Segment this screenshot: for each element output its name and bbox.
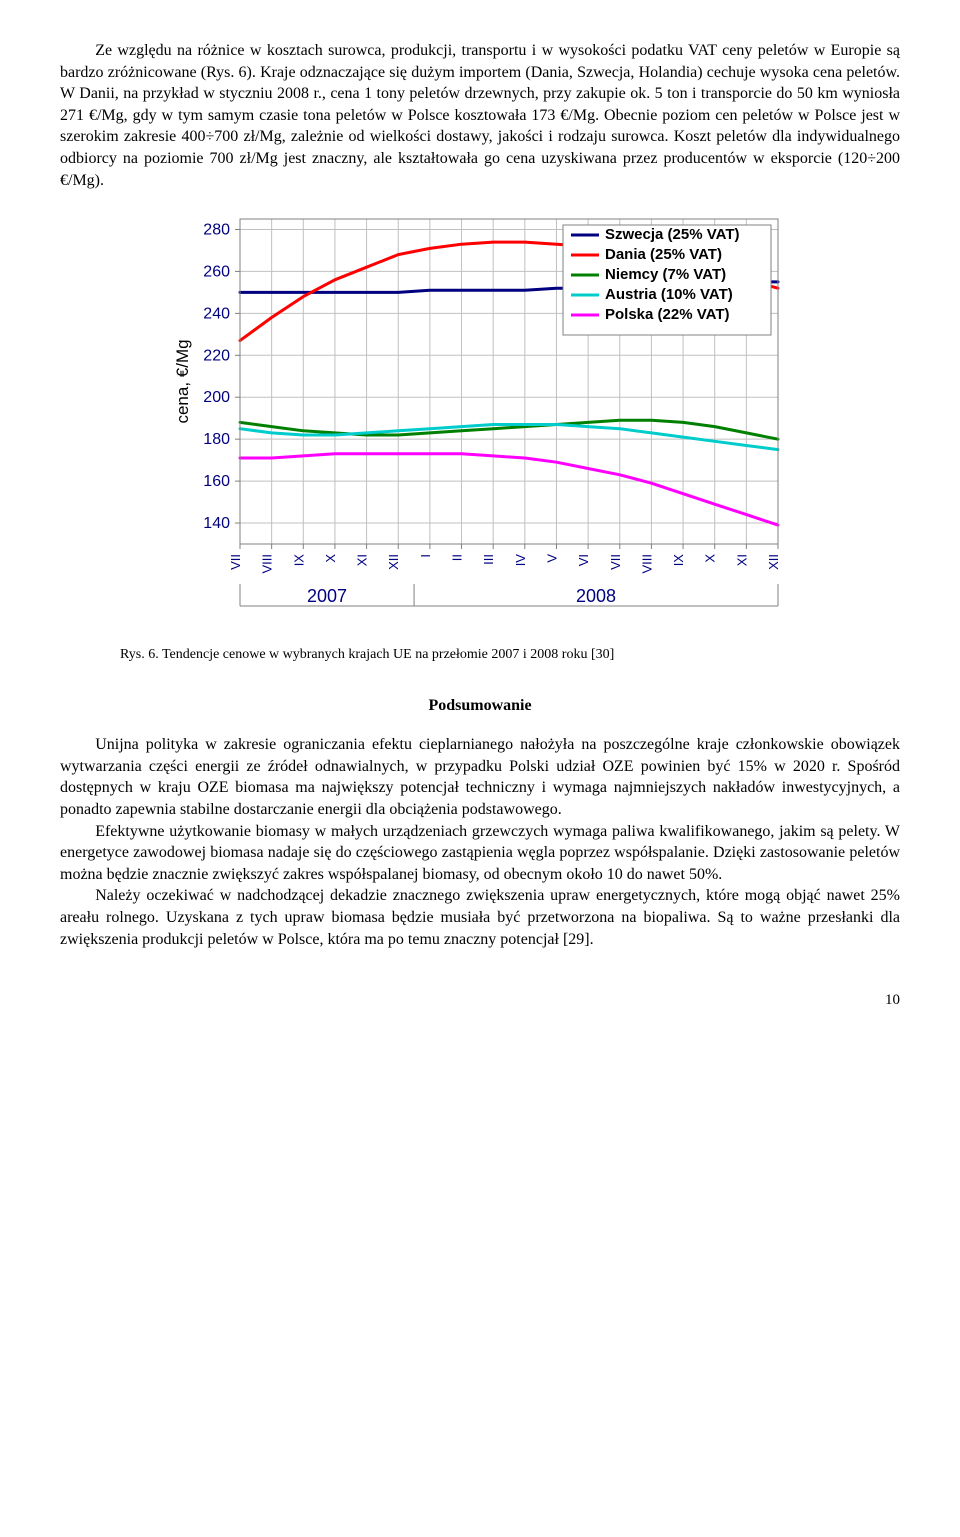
svg-text:IX: IX (291, 554, 306, 567)
svg-text:Dania (25% VAT): Dania (25% VAT) (605, 246, 722, 263)
svg-text:cena, €/Mg: cena, €/Mg (173, 340, 192, 424)
svg-text:IV: IV (513, 554, 528, 567)
svg-text:Polska (22% VAT): Polska (22% VAT) (605, 306, 729, 323)
summary-paragraph-1: Unijna polityka w zakresie ograniczania … (60, 734, 900, 820)
svg-text:2008: 2008 (576, 586, 616, 606)
svg-text:XII: XII (386, 554, 401, 570)
svg-text:VIII: VIII (639, 554, 654, 574)
svg-text:2007: 2007 (307, 586, 347, 606)
svg-text:XII: XII (766, 554, 781, 570)
section-heading-summary: Podsumowanie (60, 695, 900, 717)
svg-text:280: 280 (203, 222, 230, 239)
svg-text:IX: IX (671, 554, 686, 567)
svg-text:V: V (544, 554, 559, 563)
svg-text:Niemcy (7% VAT): Niemcy (7% VAT) (605, 266, 726, 283)
svg-text:VIII: VIII (260, 554, 275, 574)
svg-text:VI: VI (576, 554, 591, 566)
svg-text:180: 180 (203, 431, 230, 448)
svg-text:XI: XI (355, 554, 370, 566)
svg-text:VII: VII (608, 554, 623, 570)
svg-text:160: 160 (203, 473, 230, 490)
intro-paragraph: Ze względu na różnice w kosztach surowca… (60, 40, 900, 191)
svg-text:II: II (450, 554, 465, 561)
svg-text:X: X (703, 554, 718, 563)
svg-text:Austria (10% VAT): Austria (10% VAT) (605, 286, 733, 303)
price-trend-chart: 140160180200220240260280cena, €/MgVIIVII… (170, 209, 790, 636)
svg-text:XI: XI (734, 554, 749, 566)
svg-text:X: X (323, 554, 338, 563)
svg-text:220: 220 (203, 347, 230, 364)
summary-paragraph-2: Efektywne użytkowanie biomasy w małych u… (60, 821, 900, 886)
svg-text:140: 140 (203, 515, 230, 532)
svg-text:I: I (418, 554, 433, 558)
svg-text:260: 260 (203, 264, 230, 281)
summary-paragraph-3: Należy oczekiwać w nadchodzącej dekadzie… (60, 885, 900, 950)
svg-text:200: 200 (203, 389, 230, 406)
svg-text:VII: VII (228, 554, 243, 570)
svg-text:240: 240 (203, 306, 230, 323)
page-number: 10 (60, 990, 900, 1010)
figure-caption: Rys. 6. Tendencje cenowe w wybranych kra… (120, 646, 900, 665)
svg-text:III: III (481, 554, 496, 565)
svg-text:Szwecja (25% VAT): Szwecja (25% VAT) (605, 226, 740, 243)
